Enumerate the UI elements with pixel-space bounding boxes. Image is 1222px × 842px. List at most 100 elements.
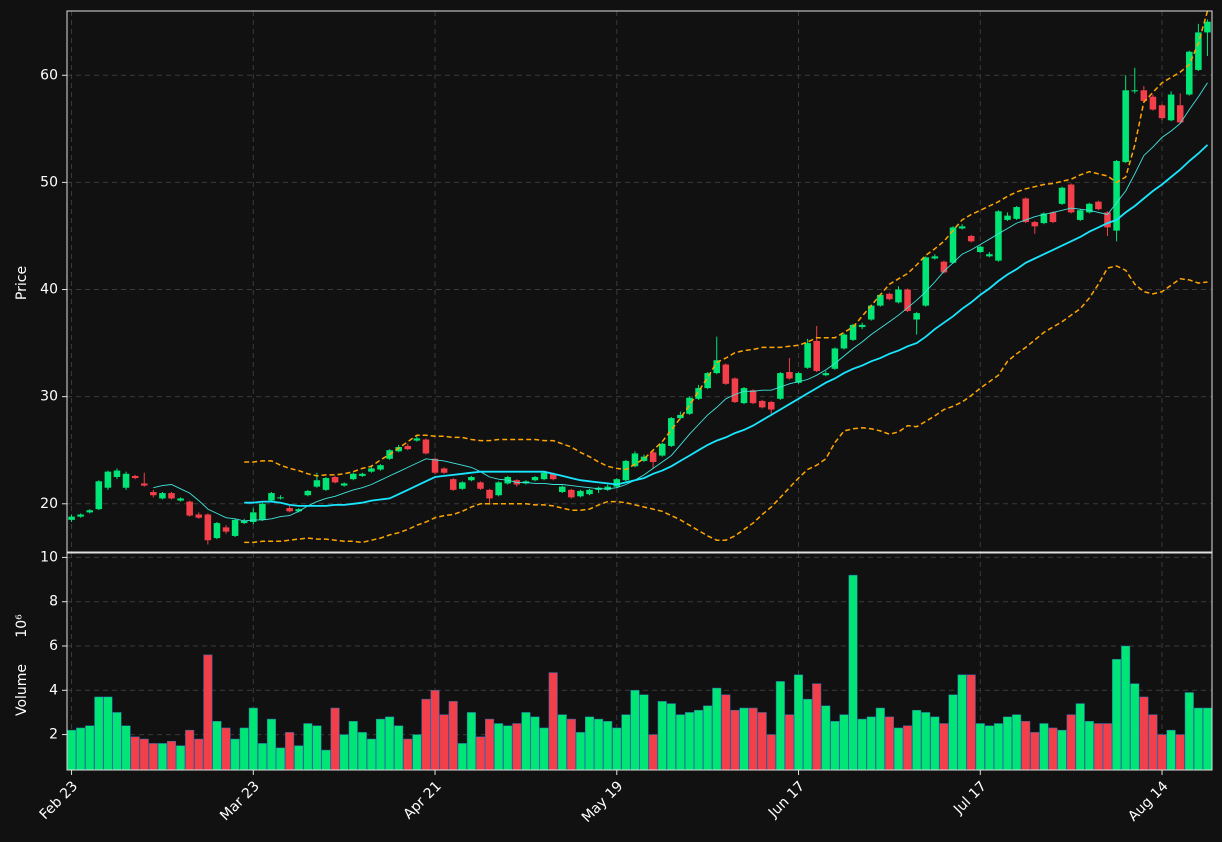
candle-body — [731, 378, 739, 403]
candle-body — [904, 289, 911, 311]
volume-bar — [1030, 732, 1040, 771]
y-tick-label: 4 — [49, 682, 58, 698]
candle-body — [349, 473, 357, 480]
candle-body — [668, 418, 675, 446]
volume-bar — [866, 716, 876, 771]
volume-bar — [348, 721, 358, 771]
candle-body — [895, 289, 902, 303]
volume-bar — [1193, 707, 1203, 771]
y-tick-label: 6 — [49, 638, 58, 654]
volume-bar — [1157, 734, 1167, 771]
volume-bar — [675, 714, 685, 771]
volume-bar — [839, 714, 849, 771]
candle-body — [295, 509, 302, 512]
candle-body — [740, 388, 748, 404]
candle-body — [658, 443, 666, 456]
candle-body — [995, 211, 1002, 261]
candle-body — [322, 478, 330, 490]
candle-body — [613, 479, 621, 487]
candle-body — [1086, 203, 1093, 213]
volume-bar — [575, 732, 585, 771]
candle-body — [449, 479, 457, 490]
candle-body — [368, 468, 375, 472]
y-tick-label: 20 — [40, 496, 58, 512]
candle-body — [240, 520, 248, 524]
candle-body — [640, 456, 648, 461]
volume-bar — [903, 725, 913, 771]
candle-body — [477, 482, 484, 489]
volume-bar — [1202, 707, 1212, 771]
candle-body — [1204, 21, 1211, 33]
volume-bar — [603, 721, 613, 771]
volume-bar — [1093, 723, 1103, 771]
y-tick-label: 2 — [49, 727, 58, 743]
candle-body — [1140, 90, 1148, 101]
volume-bar — [103, 696, 113, 771]
indicator-line — [153, 82, 1208, 522]
volume-bar — [521, 712, 531, 771]
candle-body — [1131, 90, 1139, 92]
candle-body — [549, 473, 557, 480]
candle-body — [1149, 96, 1157, 110]
candle-body — [1058, 187, 1066, 204]
volume-bar — [194, 738, 204, 771]
volume-axis-label: Volume — [14, 664, 30, 716]
candle-body — [967, 235, 975, 242]
candle-body — [250, 512, 257, 523]
candle-body — [495, 482, 502, 496]
volume-bar — [1175, 734, 1185, 771]
volume-bar — [748, 707, 758, 771]
candle-body — [1158, 105, 1166, 119]
candle-body — [222, 527, 230, 532]
candle-body — [95, 481, 103, 510]
volume-bar — [848, 574, 858, 771]
candle-body — [767, 402, 775, 410]
volume-bar — [67, 729, 77, 771]
volume-bar — [412, 734, 422, 771]
volume-bar — [730, 709, 740, 771]
candle-body — [877, 294, 884, 306]
volume-bar — [230, 738, 240, 771]
candle-body — [159, 493, 166, 499]
candle-body — [1095, 201, 1102, 210]
candle-body — [259, 503, 266, 520]
volume-bar — [512, 723, 522, 771]
candle-body — [204, 514, 212, 541]
candle-body — [195, 514, 203, 518]
volume-bar — [1048, 727, 1058, 771]
volume-bar — [394, 725, 404, 771]
volume-bar — [984, 725, 994, 771]
candle-body — [268, 493, 275, 501]
candle-body — [1104, 212, 1111, 228]
volume-bar — [248, 707, 258, 771]
volume-bar — [303, 723, 313, 771]
volume-bar — [548, 672, 558, 771]
volume-bar — [157, 743, 167, 771]
candle-body — [1040, 213, 1048, 224]
candle-body — [304, 490, 312, 496]
price-axis-label: Price — [14, 266, 30, 300]
volume-bar — [766, 734, 776, 771]
candle-body — [122, 473, 130, 488]
volume-bar — [830, 721, 840, 771]
candle-body — [958, 226, 966, 229]
candle-body — [113, 470, 121, 478]
volume-bar — [94, 696, 104, 771]
candle-body — [649, 452, 657, 463]
candle-body — [758, 400, 766, 408]
volume-bar — [1166, 729, 1176, 771]
candle-body — [413, 438, 421, 441]
candle-body — [422, 439, 430, 454]
volume-bar — [1066, 714, 1076, 771]
volume-bar — [1130, 683, 1140, 771]
candle-body — [949, 227, 957, 263]
volume-bar — [584, 716, 595, 771]
candle-body — [940, 261, 948, 273]
volume-bar — [621, 714, 631, 771]
volume-bar — [1021, 721, 1031, 771]
volume-bar — [630, 690, 640, 771]
candle-body — [131, 475, 139, 479]
volume-bar — [566, 718, 576, 771]
volume-bar — [285, 732, 295, 771]
